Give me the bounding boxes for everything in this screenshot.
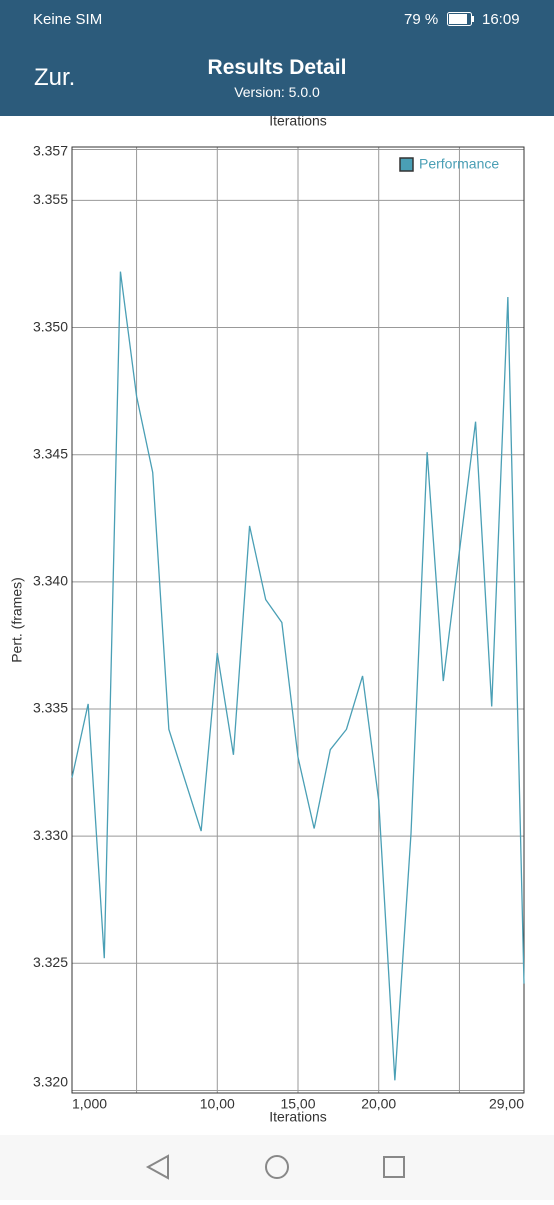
nav-recent[interactable]	[383, 1156, 405, 1178]
nav-icons	[145, 1154, 405, 1180]
x-tick-label: 29,00	[489, 1096, 524, 1112]
back-button[interactable]: Zur.	[34, 64, 76, 91]
x-axis-label: Iterations	[269, 1109, 327, 1125]
battery-icon	[447, 12, 474, 26]
clock: 16:09	[482, 11, 520, 28]
x-tick-label: 10,00	[200, 1096, 235, 1112]
battery-percent: 79 %	[404, 11, 439, 28]
nav-home[interactable]	[265, 1155, 289, 1179]
y-tick-label: 3.330	[33, 827, 68, 843]
y-tick-label: 3.345	[33, 445, 68, 461]
title: Results Detail	[207, 56, 347, 79]
carrier: Keine SIM	[33, 11, 103, 28]
y-tick-label: 3.320	[33, 1074, 68, 1090]
y-tick-label: 3.340	[33, 573, 68, 589]
y-tick-label: 3.355	[33, 191, 68, 207]
nav-back[interactable]	[145, 1154, 169, 1180]
y-tick-label: 3.335	[33, 700, 68, 716]
y-tick-label: 3.357	[33, 143, 68, 159]
y-tick-label: 3.325	[33, 954, 68, 970]
nav-bar	[0, 1135, 554, 1200]
data-line	[71, 271, 525, 1081]
y-axis-label: Pert. (frames)	[9, 577, 25, 663]
y-tick-label: 3.350	[33, 318, 68, 334]
chart: Iterations 3.357 3.355 3.350 3.345 3.340 3.335…	[9, 113, 525, 1125]
legend-label: Performance	[419, 156, 499, 172]
x-tick-label: 20,00	[361, 1096, 396, 1112]
x-tick-label: 15,00	[280, 1096, 315, 1112]
header: Zur. Results Detail Version: 5.0.0	[0, 38, 554, 116]
plot-border	[71, 146, 525, 1094]
top-axis-label: Iterations	[269, 113, 327, 129]
legend-swatch	[399, 157, 414, 172]
subtitle: Version: 5.0.0	[234, 84, 320, 100]
status-bar: Keine SIM 79 % 16:09	[0, 0, 554, 38]
x-tick-label: 1,000	[72, 1096, 107, 1112]
